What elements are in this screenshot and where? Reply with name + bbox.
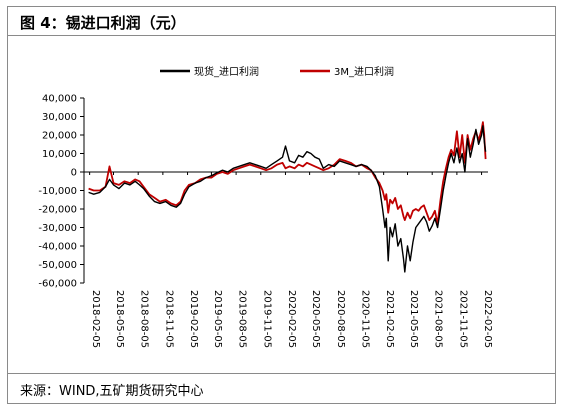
x-tick-label: 2020-11-05 — [359, 290, 370, 348]
source-note: 来源：WIND,五矿期货研究中心 — [20, 384, 204, 399]
x-axis: 2018-02-05 2018-05-05 2018-08-05 2018-11-05… — [84, 171, 493, 348]
source-row: 来源：WIND,五矿期货研究中心 — [8, 373, 555, 403]
title-row: 图 4：锡进口利润（元） — [8, 7, 555, 36]
x-tick-label: 2020-05-05 — [310, 290, 321, 348]
x-tick-label: 2019-08-05 — [237, 290, 248, 348]
y-tick-label: 0 — [71, 168, 77, 179]
figure-frame: 图 4：锡进口利润（元） 来源：WIND,五矿期货研究中心 — [7, 6, 556, 404]
y-tick-label: -10,000 — [38, 186, 77, 197]
x-tick-label: 2018-08-05 — [139, 290, 150, 348]
x-tick-label: 2022-02-05 — [482, 290, 493, 348]
legend-label-1: 3M_进口利润 — [334, 65, 394, 78]
x-tick-label: 2020-08-05 — [335, 290, 346, 348]
y-tick-label: -60,000 — [38, 279, 77, 290]
x-tick-label: 2021-11-05 — [457, 290, 468, 348]
legend: 现货_进口利润 3M_进口利润 — [160, 65, 394, 78]
figure-title: 图 4：锡进口利润（元） — [20, 14, 186, 32]
y-tick-label: -20,000 — [38, 205, 77, 216]
x-tick-label: 2019-02-05 — [188, 290, 199, 348]
x-tick-label: 2021-02-05 — [384, 290, 395, 348]
x-tick-label: 2021-08-05 — [433, 290, 444, 348]
y-axis: 40,000 30,000 20,000 10,000 0 -10,000 -20,000 -… — [38, 94, 85, 290]
y-tick-label: 40,000 — [42, 94, 77, 105]
series-line-1 — [88, 121, 487, 225]
series-line-0 — [88, 125, 487, 273]
x-tick-label: 2020-02-05 — [286, 290, 297, 348]
x-tick-label: 2018-11-05 — [163, 290, 174, 348]
x-tick-label: 2021-05-05 — [408, 290, 419, 348]
y-tick-label: 10,000 — [42, 149, 77, 160]
y-tick-label: -30,000 — [38, 223, 77, 234]
y-tick-label: -50,000 — [38, 260, 77, 271]
x-tick-label: 2018-02-05 — [90, 290, 101, 348]
x-tick-label: 2019-11-05 — [261, 290, 272, 348]
x-tick-label: 2018-05-05 — [114, 290, 125, 348]
y-tick-label: 20,000 — [42, 131, 77, 142]
x-tick-label: 2019-05-05 — [212, 290, 223, 348]
y-tick-label: 30,000 — [42, 112, 77, 123]
series-layer — [88, 121, 487, 273]
y-tick-label: -40,000 — [38, 242, 77, 253]
legend-label-0: 现货_进口利润 — [194, 65, 259, 78]
